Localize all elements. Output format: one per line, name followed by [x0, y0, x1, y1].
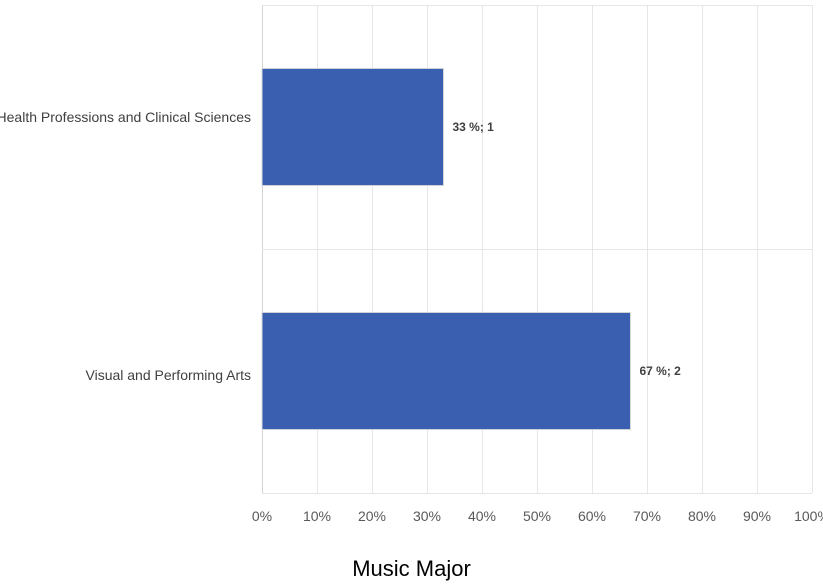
- data-label: 67 %; 2: [640, 364, 682, 378]
- data-label: 33 %; 1: [453, 120, 495, 134]
- x-tick-label: 70%: [633, 508, 661, 524]
- x-tick-label: 50%: [523, 508, 551, 524]
- x-tick-label: 60%: [578, 508, 606, 524]
- x-tick-label: 90%: [743, 508, 771, 524]
- x-tick-label: 30%: [413, 508, 441, 524]
- x-tick-label: 20%: [358, 508, 386, 524]
- x-tick-label: 0%: [252, 508, 272, 524]
- category-label-arts: Visual and Performing Arts: [85, 367, 252, 383]
- bar: [261, 67, 444, 187]
- bar: [261, 311, 631, 431]
- x-tick-label: 40%: [468, 508, 496, 524]
- x-tick-label: 10%: [303, 508, 331, 524]
- chart-title: Music Major: [352, 556, 471, 581]
- x-tick-label: 100%: [794, 508, 823, 524]
- category-label-health: Health Professions and Clinical Sciences: [0, 109, 251, 125]
- x-tick-label: 80%: [688, 508, 716, 524]
